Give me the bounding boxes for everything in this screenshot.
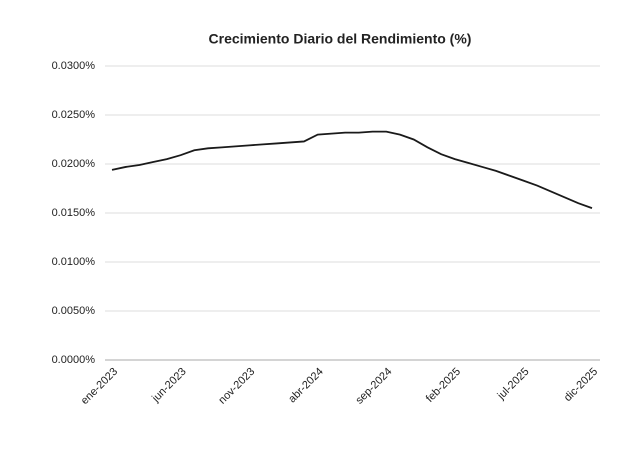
y-tick-label: 0.0150% <box>52 207 96 219</box>
y-tick-label: 0.0000% <box>52 354 96 366</box>
chart-title: Crecimiento Diario del Rendimiento (%) <box>209 31 472 47</box>
y-tick-label: 0.0250% <box>52 109 96 121</box>
y-tick-label: 0.0200% <box>52 158 96 170</box>
y-tick-label: 0.0100% <box>52 256 96 268</box>
y-tick-label: 0.0050% <box>52 305 96 317</box>
line <box>111 130 593 209</box>
y-tick-label: 0.0300% <box>52 60 96 72</box>
